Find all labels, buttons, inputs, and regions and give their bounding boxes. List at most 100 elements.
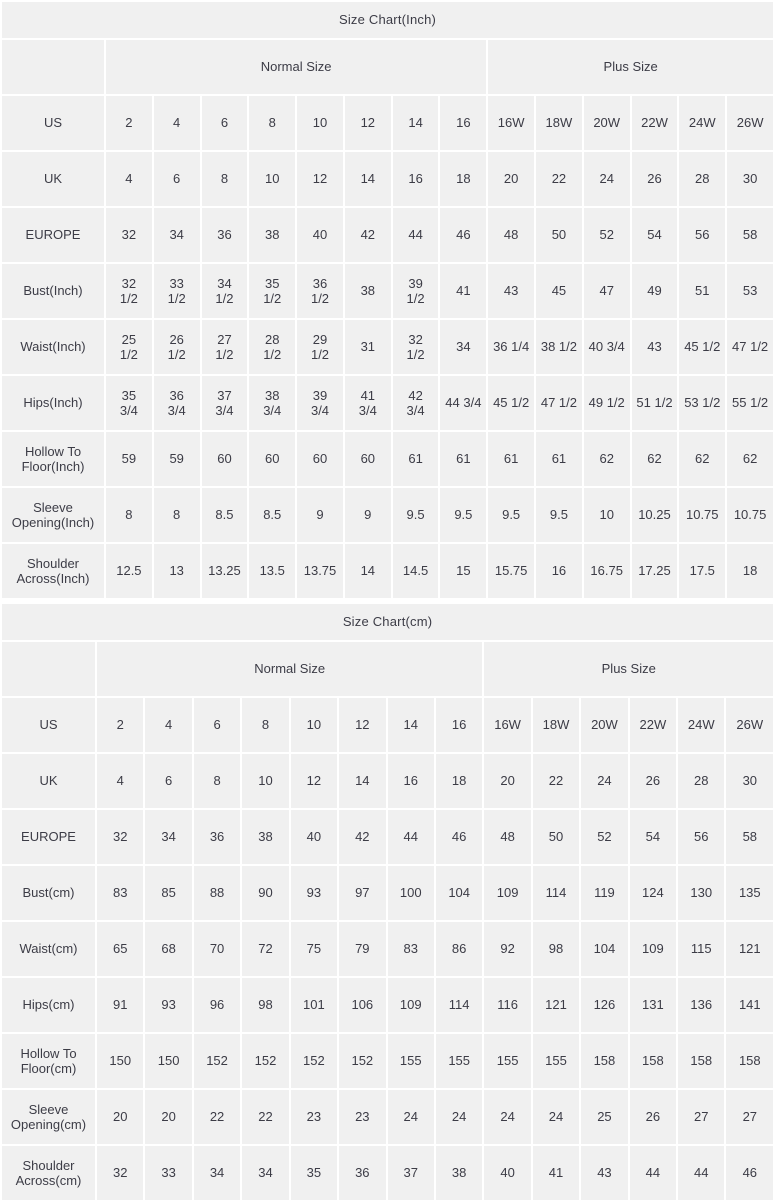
table-row: Hips(cm) 91 93 96 98 101 106 109 114 116 121 126 131… [2, 978, 774, 1032]
table-cell: 24 [581, 754, 628, 808]
cell-line: 1/2 [406, 291, 425, 306]
table-row: Shoulder Across(cm) 32 33 34 34 35 36 37 38 40 41 43… [2, 1146, 774, 1200]
cell-line: 39 [312, 387, 328, 403]
table-cell: 9.5 [440, 488, 487, 542]
size-chart-table: Size Chart(Inch) Normal Size Plus Size US 2 4… [0, 0, 775, 600]
table-cell: 14 [339, 754, 386, 808]
table-cell: 68 [145, 922, 192, 976]
cell-line: 41 [360, 387, 376, 403]
table-cell: 58 [727, 208, 774, 262]
table-cell: 13.25 [201, 544, 248, 598]
table-row: Bust(cm) 83 85 88 90 93 97 100 104 109 114 119 124 13… [2, 866, 774, 920]
table-cell: 50 [536, 208, 582, 262]
table-cell: 16 [392, 152, 439, 206]
table-cell: 50 [532, 810, 580, 864]
table-cell: 121 [532, 978, 580, 1032]
table-cell: 93 [145, 978, 192, 1032]
cell-line: 1/2 [406, 347, 425, 362]
table-cell: 22 [193, 1090, 241, 1144]
table-cell: 2 [97, 698, 144, 752]
table-cell: 109 [387, 978, 434, 1032]
table-cell: 158 [629, 1034, 677, 1088]
table-cell: 36 3/4 [153, 376, 200, 430]
table-cell: 28 1/2 [249, 320, 296, 374]
table-cell: 48 [488, 208, 535, 262]
table-cell: 135 [726, 866, 774, 920]
table-cell: 46 [440, 208, 487, 262]
cell-line: 28 [265, 331, 280, 347]
table-cell: 28 [679, 152, 726, 206]
table-row: Shoulder Across(Inch) 12.5 13 13.25 13.5 13.75… [2, 544, 774, 598]
table-row: Hollow To Floor(cm) 150 150 152 152 152 152 155 1… [2, 1034, 774, 1088]
table-cell: 8 [242, 698, 289, 752]
table-cell: 32 [97, 1146, 144, 1200]
cell-line: 3/4 [119, 403, 138, 418]
table-cell: 34 1/2 [201, 264, 248, 318]
table-cell: 8 [153, 488, 200, 542]
cell-line: Sleeve [28, 1101, 69, 1117]
table-cell: 27 1/2 [201, 320, 248, 374]
cell-line: 29 [312, 331, 328, 347]
table-cell: 16 [435, 698, 483, 752]
table-cell: 158 [581, 1034, 628, 1088]
table-cell: 61 [440, 432, 487, 486]
cell-line: 32 [121, 275, 137, 291]
table-cell: 35 3/4 [106, 376, 152, 430]
table-cell: 38 3/4 [249, 376, 296, 430]
table-cell: 15 [440, 544, 487, 598]
table-cell: 16W [488, 96, 535, 150]
cell-line: Sleeve [33, 499, 73, 515]
table-cell: 34 [242, 1146, 289, 1200]
table-cell: 13.75 [297, 544, 343, 598]
table-cell: 44 [387, 810, 434, 864]
table-row: Waist(Inch) 25 1/2 26 1/2 27 1/2 28 1/2 29 1/2 31 32… [2, 320, 774, 374]
row-header-bustinch: Bust(Inch) [2, 264, 104, 318]
table-cell: 83 [387, 922, 434, 976]
cell-line: 1/2 [167, 291, 186, 306]
table-row: UK 4 6 8 10 12 14 16 18 20 22 24 26 28 30 [2, 152, 774, 206]
table-cell: 114 [435, 978, 483, 1032]
cell-line: 1/2 [119, 291, 138, 306]
cell-line: 1/2 [263, 347, 282, 362]
table-cell: 9 [344, 488, 391, 542]
cell-line: 26 [169, 331, 184, 347]
table-cell: 152 [242, 1034, 289, 1088]
table-cell: 93 [290, 866, 338, 920]
table-cell: 54 [631, 208, 678, 262]
table-cell: 18W [532, 698, 580, 752]
table-cell: 40 [297, 208, 343, 262]
table-cell: 37 [387, 1146, 434, 1200]
table-cell: 104 [435, 866, 483, 920]
table-cell: 83 [97, 866, 144, 920]
table-cell: 20W [581, 698, 628, 752]
row-header-hollow-to-floorinch: Hollow To Floor(Inch) [2, 432, 104, 486]
table-cell: 98 [532, 922, 580, 976]
table-cell: 20 [97, 1090, 144, 1144]
table-cell: 24 [387, 1090, 434, 1144]
table-cell: 35 1/2 [249, 264, 296, 318]
table-row: US 2 4 6 8 10 12 14 16 16W 18W 20W 22W 24W 26W [2, 698, 774, 752]
table-cell: 150 [97, 1034, 144, 1088]
table-cell: 26 [629, 1090, 677, 1144]
table-cell: 60 [344, 432, 391, 486]
table-cell: 23 [290, 1090, 338, 1144]
table-cell: 33 [145, 1146, 192, 1200]
table-cell: 26W [726, 698, 774, 752]
table-cell: 52 [583, 208, 630, 262]
table-cell: 38 [435, 1146, 483, 1200]
table-cell: 9.5 [488, 488, 535, 542]
table-cell: 16W [484, 698, 531, 752]
table-cell: 152 [339, 1034, 386, 1088]
table-cell: 56 [678, 810, 725, 864]
table-cell: 38 [242, 810, 289, 864]
table-cell: 59 [106, 432, 152, 486]
table-cell: 155 [435, 1034, 483, 1088]
table-cell: 44 [678, 1146, 725, 1200]
table-cell: 10 [242, 754, 289, 808]
table-cell: 8.5 [201, 488, 248, 542]
table-cell: 28 [678, 754, 725, 808]
table-cell: 20 [145, 1090, 192, 1144]
table-cell: 36 [339, 1146, 386, 1200]
table-cell: 18 [440, 152, 487, 206]
cell-line: 42 [408, 387, 423, 403]
